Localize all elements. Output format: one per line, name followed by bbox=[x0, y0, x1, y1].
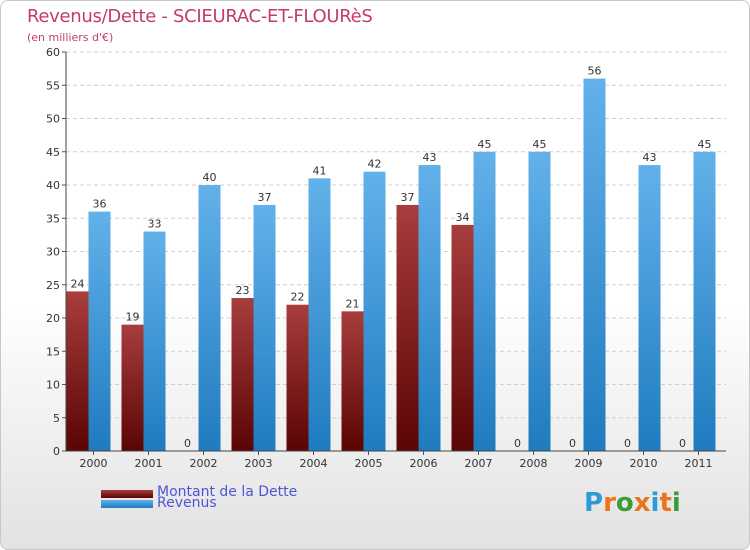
bar-revenus bbox=[198, 185, 221, 451]
logo-letter: r bbox=[603, 488, 616, 518]
data-label: 56 bbox=[588, 65, 602, 78]
y-tick-label: 35 bbox=[46, 212, 60, 225]
bar-revenus bbox=[253, 204, 276, 451]
bar-revenus bbox=[143, 231, 166, 451]
bar-dette bbox=[341, 311, 364, 451]
data-label: 0 bbox=[679, 437, 686, 450]
logo-letter: x bbox=[633, 488, 651, 518]
logo-letter: P bbox=[584, 488, 604, 518]
logo-letter: t bbox=[659, 488, 672, 518]
y-tick-label: 10 bbox=[46, 379, 60, 392]
bar-revenus bbox=[693, 151, 716, 451]
x-tick-label: 2006 bbox=[410, 457, 438, 470]
logo-letter: i bbox=[671, 488, 681, 518]
y-tick-label: 20 bbox=[46, 312, 60, 325]
data-label: 37 bbox=[401, 191, 415, 204]
x-tick-label: 2003 bbox=[245, 457, 273, 470]
proxiti-logo: Proxiti bbox=[584, 488, 681, 518]
x-tick-label: 2001 bbox=[135, 457, 163, 470]
legend-swatch-dette bbox=[101, 490, 153, 498]
y-tick-label: 5 bbox=[53, 412, 60, 425]
logo-letter: o bbox=[615, 488, 634, 518]
bar-revenus bbox=[473, 151, 496, 451]
axes bbox=[65, 52, 726, 452]
bar-dette bbox=[451, 224, 474, 451]
x-tick-label: 2000 bbox=[80, 457, 108, 470]
x-tick-label: 2004 bbox=[300, 457, 328, 470]
legend-label-revenus: Revenus bbox=[157, 495, 217, 511]
y-tick-label: 0 bbox=[53, 445, 60, 458]
chart-subtitle: (en milliers d'€) bbox=[27, 31, 114, 44]
data-label: 0 bbox=[569, 437, 576, 450]
bar-dette bbox=[286, 304, 309, 451]
x-tick-label: 2011 bbox=[685, 457, 713, 470]
x-tick-label: 2002 bbox=[190, 457, 218, 470]
y-tick-label: 30 bbox=[46, 246, 60, 259]
data-label: 45 bbox=[478, 138, 492, 151]
data-label: 24 bbox=[71, 277, 85, 290]
bar-dette bbox=[66, 291, 89, 451]
y-axis-ticks: 0 5 10 15 20 25 30 35 40 45 50 55 60 bbox=[46, 46, 66, 458]
bar-revenus bbox=[583, 78, 606, 451]
data-label: 43 bbox=[423, 151, 437, 164]
data-label: 45 bbox=[533, 138, 547, 151]
bar-revenus bbox=[418, 165, 441, 452]
bars bbox=[66, 78, 716, 452]
legend-swatch-revenus bbox=[101, 500, 153, 508]
logo-letter: i bbox=[650, 488, 660, 518]
bar-revenus bbox=[88, 211, 111, 451]
data-label: 23 bbox=[236, 284, 250, 297]
x-tick-label: 2010 bbox=[630, 457, 658, 470]
data-label: 0 bbox=[514, 437, 521, 450]
bar-revenus bbox=[638, 165, 661, 452]
data-label: 34 bbox=[456, 211, 470, 224]
data-label: 43 bbox=[643, 151, 657, 164]
data-label: 42 bbox=[368, 158, 382, 171]
data-label: 45 bbox=[698, 138, 712, 151]
bar-dette bbox=[121, 324, 144, 451]
legend-label-dette: Montant de la Dette bbox=[157, 484, 298, 500]
bar-dette bbox=[231, 298, 254, 451]
data-label: 21 bbox=[346, 297, 360, 310]
y-tick-label: 50 bbox=[46, 113, 60, 126]
y-tick-label: 15 bbox=[46, 345, 60, 358]
chart-title: Revenus/Dette - SCIEURAC-ET-FLOURèS bbox=[27, 6, 373, 27]
bar-revenus bbox=[528, 151, 551, 451]
data-label: 19 bbox=[126, 311, 140, 324]
x-tick-label: 2008 bbox=[520, 457, 548, 470]
data-label: 36 bbox=[93, 198, 107, 211]
x-tick-label: 2007 bbox=[465, 457, 493, 470]
bar-dette bbox=[396, 204, 419, 451]
x-axis-ticks: 2000 2001 2002 2003 2004 2005 2006 2007 2008 2009… bbox=[80, 451, 713, 470]
y-tick-label: 55 bbox=[46, 79, 60, 92]
data-label: 0 bbox=[624, 437, 631, 450]
y-tick-label: 60 bbox=[46, 46, 60, 59]
data-label: 33 bbox=[148, 218, 162, 231]
x-tick-label: 2005 bbox=[355, 457, 383, 470]
bar-revenus bbox=[308, 178, 331, 451]
bar-revenus bbox=[363, 171, 386, 451]
x-tick-label: 2009 bbox=[575, 457, 603, 470]
y-tick-label: 25 bbox=[46, 279, 60, 292]
data-label: 40 bbox=[203, 171, 217, 184]
y-tick-label: 45 bbox=[46, 146, 60, 159]
data-label: 41 bbox=[313, 164, 327, 177]
data-label: 37 bbox=[258, 191, 272, 204]
data-label: 0 bbox=[184, 437, 191, 450]
data-labels: 24 36 19 33 0 40 23 37 22 41 21 42 37 43 34 45 0 45 0 56 0 43… bbox=[71, 65, 712, 450]
y-tick-label: 40 bbox=[46, 179, 60, 192]
data-label: 22 bbox=[291, 291, 305, 304]
gridlines bbox=[66, 51, 726, 419]
